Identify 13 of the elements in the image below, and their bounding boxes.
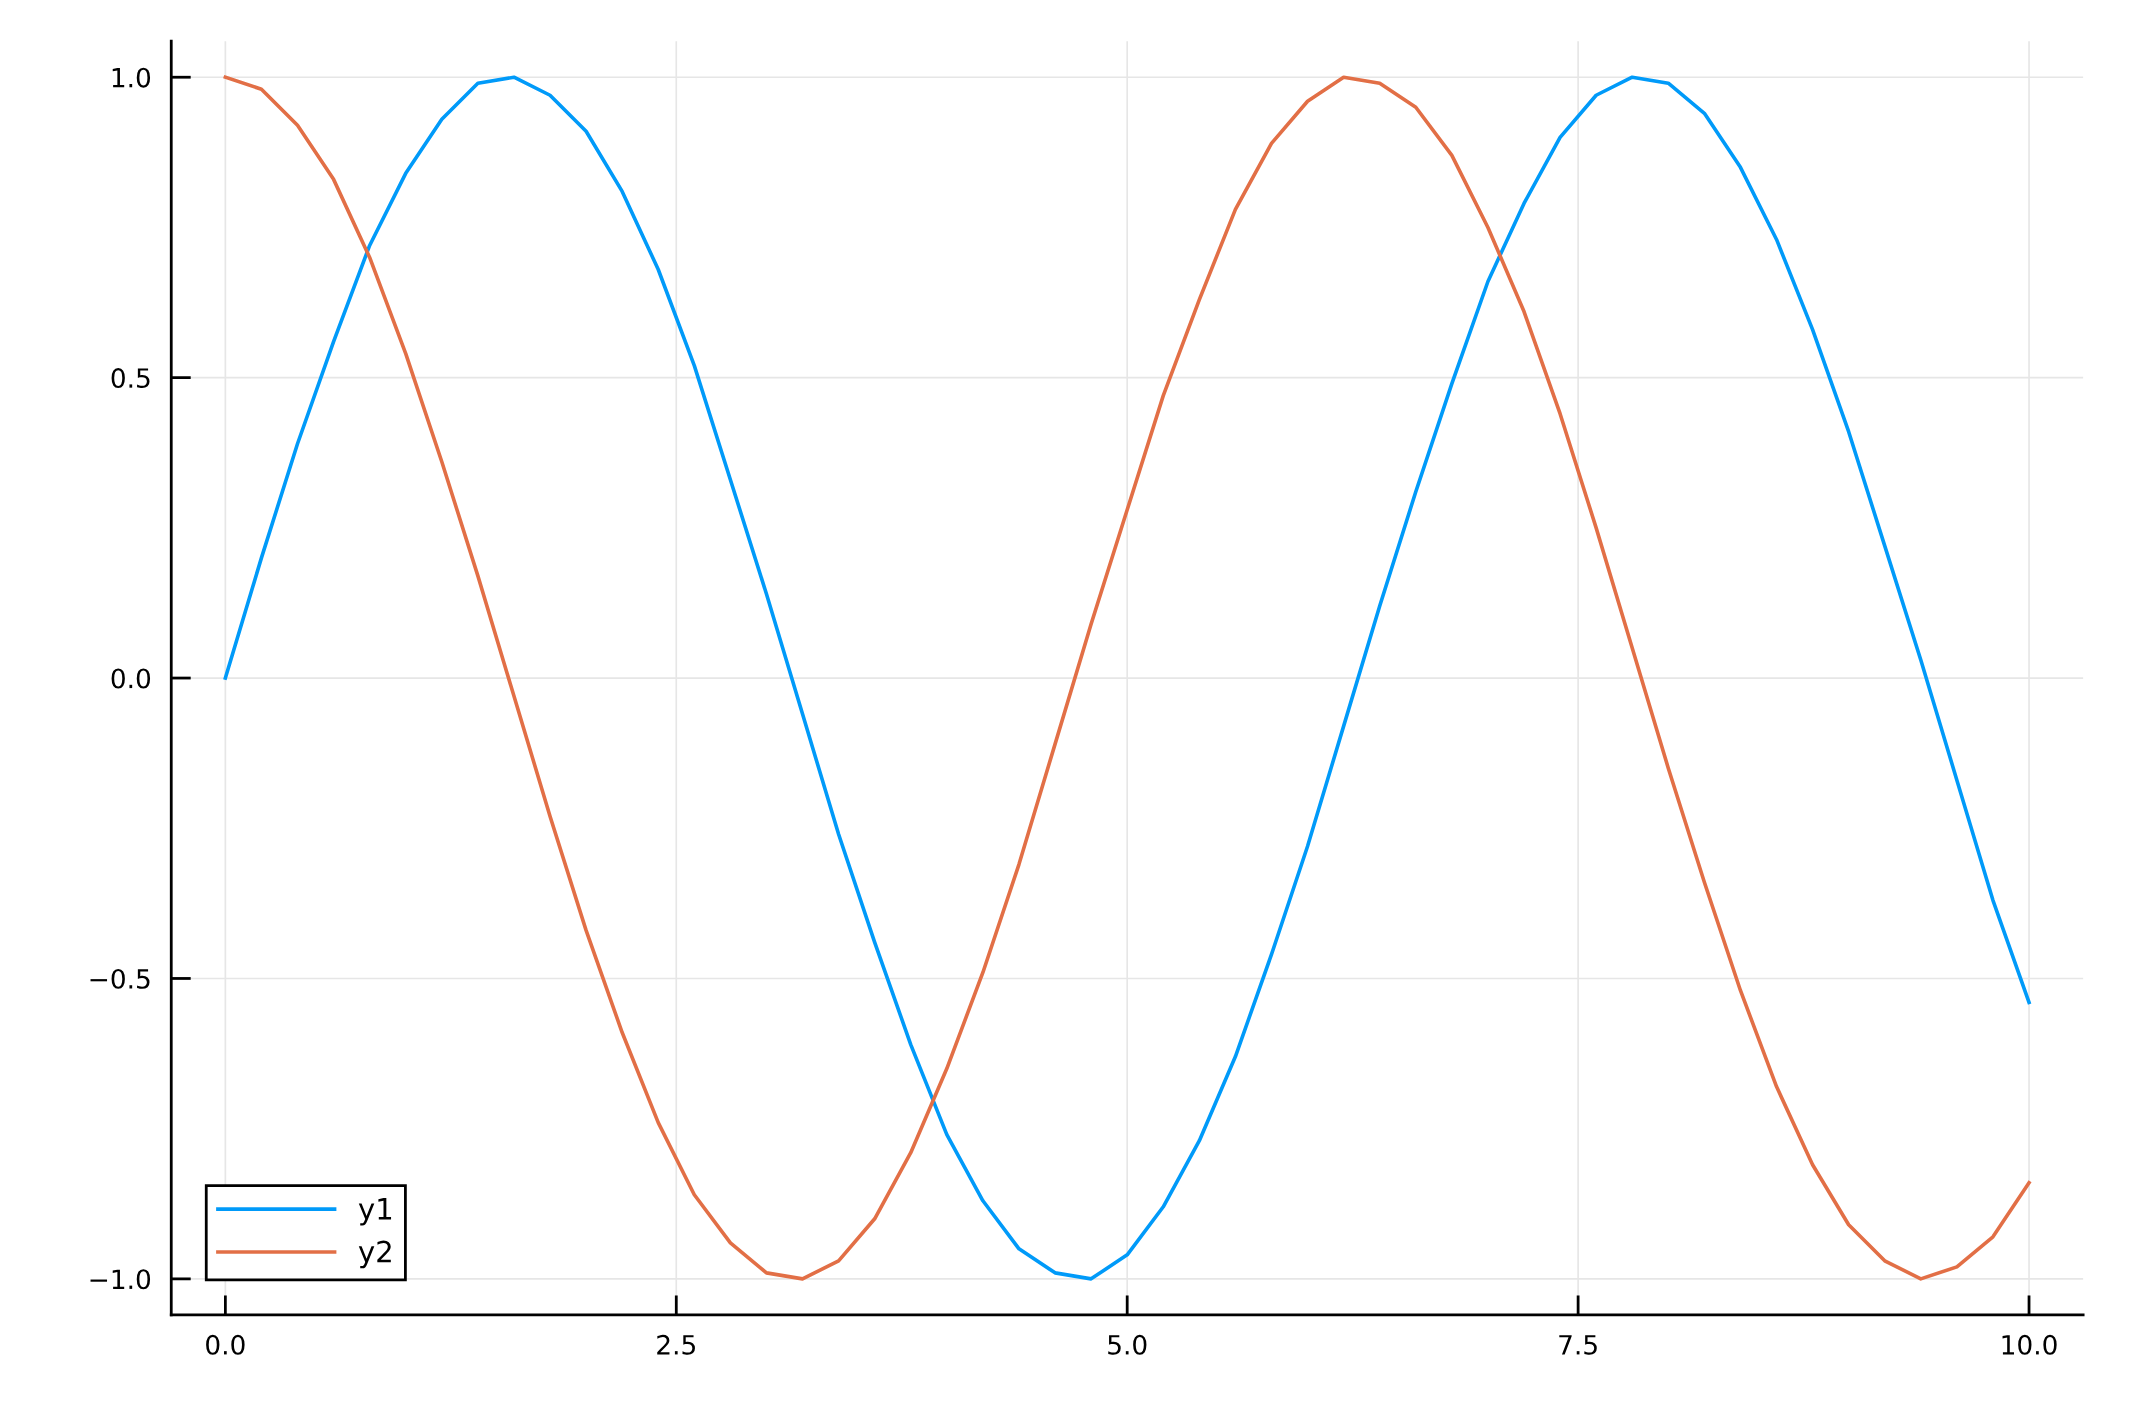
- y-tick-label: 0.5: [111, 368, 150, 389]
- y-tick-label: −1.0: [90, 1269, 151, 1290]
- x-tick-label: 7.5: [1559, 1335, 1597, 1355]
- x-tick-label: 10.0: [2002, 1334, 2057, 1355]
- legend-label: y1: [358, 1198, 392, 1226]
- y-tick-label: −0.5: [90, 968, 150, 989]
- y-tick-label: 0.0: [111, 668, 151, 689]
- y-tick-label: 1.0: [112, 67, 151, 88]
- x-tick-label: 2.5: [657, 1334, 695, 1355]
- x-tick-label: 5.0: [1108, 1334, 1147, 1355]
- legend-label: y2: [358, 1240, 391, 1269]
- line-series: [223, 75, 2031, 1281]
- x-tick-label: 0.0: [206, 1334, 245, 1355]
